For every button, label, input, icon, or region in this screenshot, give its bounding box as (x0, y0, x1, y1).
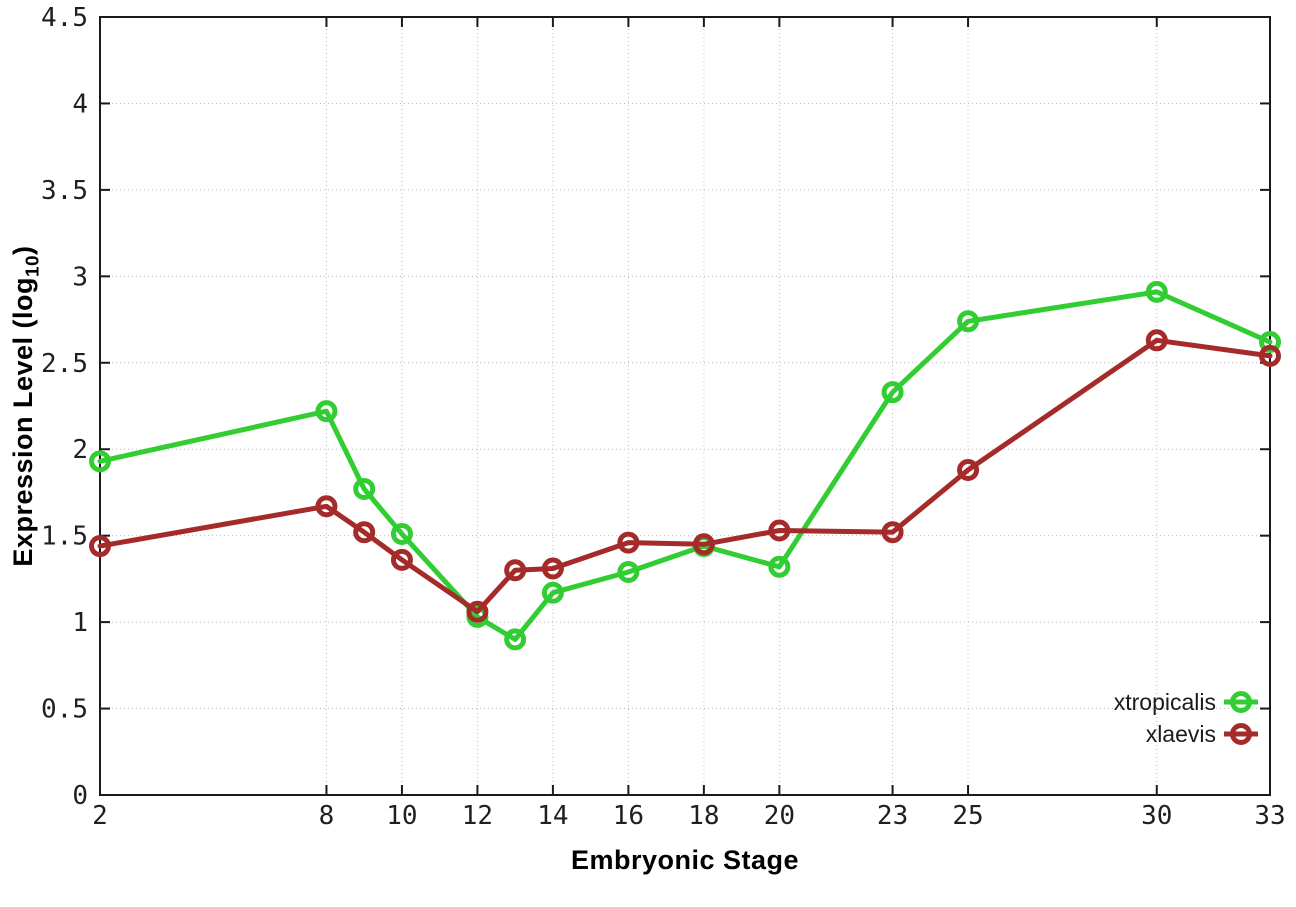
y-axis-title-suffix: ) (8, 245, 38, 255)
data-point-xtropicalis (881, 381, 904, 404)
x-axis-title: Embryonic Stage (570, 845, 800, 875)
data-point-xtropicalis (957, 310, 980, 333)
data-point-xtropicalis (617, 560, 640, 583)
x-tick-label: 20 (764, 801, 795, 831)
y-tick-label: 1 (72, 608, 88, 638)
data-point-xtropicalis (541, 581, 564, 604)
data-point-xlaevis (768, 519, 791, 542)
data-point-xlaevis (541, 557, 564, 580)
series-line-xlaevis (97, 337, 1273, 615)
y-tick-label: 4.5 (41, 3, 88, 33)
x-tick-label: 33 (1254, 801, 1285, 831)
y-axis-title-subscript: 10 (22, 254, 44, 277)
data-point-xlaevis (692, 533, 715, 556)
data-point-xtropicalis (353, 477, 376, 500)
y-tick-label: 2 (72, 435, 88, 465)
data-point-xtropicalis (768, 555, 791, 578)
data-point-xlaevis (881, 521, 904, 544)
data-point-xlaevis (353, 521, 376, 544)
data-point-xlaevis (617, 531, 640, 554)
y-tick-label: 3.5 (41, 176, 88, 206)
x-tick-label: 25 (952, 801, 983, 831)
legend-sample-marker-xlaevis (1230, 723, 1252, 745)
data-point-xlaevis (315, 495, 338, 518)
y-axis-title: Expression Level (log10) (8, 17, 50, 795)
y-tick-label: 2.5 (41, 349, 88, 379)
data-point-xlaevis (957, 458, 980, 481)
plot-border (99, 16, 1271, 796)
x-tick-label: 16 (613, 801, 644, 831)
x-tick-label: 18 (688, 801, 719, 831)
y-tick-label: 4 (72, 89, 88, 119)
legend-sample-marker-xtropicalis (1230, 691, 1252, 713)
x-tick-label: 14 (537, 801, 568, 831)
data-point-xtropicalis (89, 450, 111, 473)
data-point-xtropicalis (1259, 331, 1281, 354)
data-point-xlaevis (390, 548, 413, 571)
legend-label-xtropicalis: xtropicalis (1114, 689, 1216, 715)
x-tick-label: 30 (1141, 801, 1172, 831)
x-tick-label: 2 (92, 801, 108, 831)
data-point-xlaevis (89, 535, 111, 558)
x-tick-label: 8 (319, 801, 335, 831)
data-point-xtropicalis (1145, 280, 1168, 303)
data-point-xtropicalis (315, 400, 338, 423)
legend-label-xlaevis: xlaevis (1146, 721, 1216, 747)
data-point-xtropicalis (504, 628, 527, 651)
data-point-xlaevis (466, 600, 489, 623)
y-tick-label: 3 (72, 262, 88, 292)
data-point-xlaevis (1145, 329, 1168, 352)
x-tick-label: 10 (386, 801, 417, 831)
data-point-xtropicalis (390, 522, 413, 545)
series-line-xtropicalis (97, 289, 1273, 642)
data-point-xlaevis (504, 559, 527, 582)
y-tick-label: 0.5 (41, 695, 88, 725)
x-tick-label: 23 (877, 801, 908, 831)
y-axis-title-text: Expression Level (log (8, 276, 38, 567)
y-tick-label: 1.5 (41, 522, 88, 552)
x-tick-label: 12 (462, 801, 493, 831)
y-tick-label: 0 (72, 781, 88, 811)
data-point-xlaevis (1259, 344, 1281, 367)
